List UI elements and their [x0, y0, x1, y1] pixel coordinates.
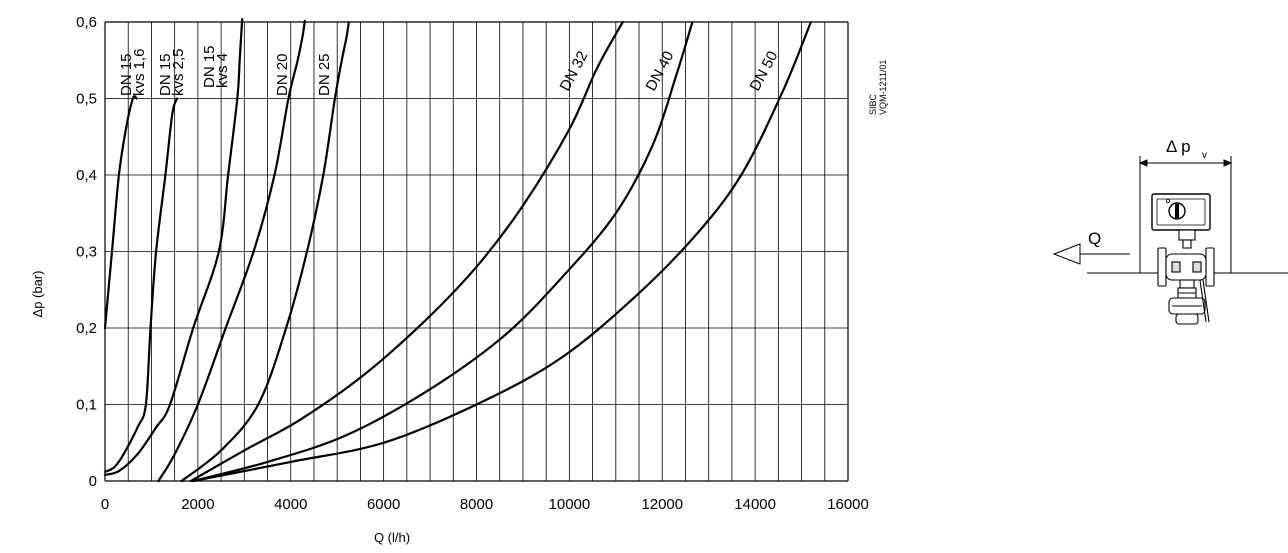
x-tick-label: 8000: [460, 496, 493, 513]
grid-major-lines: [104, 21, 849, 482]
curve-label-name: DN 20: [274, 53, 291, 96]
curve-label-name: DN 15: [157, 53, 174, 96]
series-line-3: [157, 19, 306, 483]
curve-label-name: DN 32: [557, 48, 592, 94]
x-tick-label: 4000: [274, 496, 307, 513]
x-tick-label: 6000: [367, 496, 400, 513]
curve-label-name: DN 15: [118, 53, 135, 96]
curve-label-sub: kvs 2,5: [170, 48, 187, 96]
curve-label-name: DN 50: [747, 48, 782, 94]
curve-label-group: DN 20: [274, 53, 291, 96]
curve-label-name: DN 25: [316, 53, 333, 96]
y-tick-label: 0,1: [76, 397, 97, 414]
series-line-0: [103, 95, 138, 330]
y-axis-label: Δp (bar): [30, 271, 45, 318]
series-line-4: [180, 20, 350, 483]
y-tick-label: 0,2: [76, 320, 97, 337]
valve-body-icon: [1157, 229, 1215, 325]
flow-label: Q: [1088, 229, 1101, 248]
flow-arrow-icon: [1052, 243, 1130, 265]
y-tick-label: 0,3: [76, 244, 97, 261]
x-tick-label: 16000: [827, 496, 869, 513]
x-tick-label: 12000: [641, 496, 683, 513]
series-line-6: [192, 20, 694, 483]
series-line-1: [103, 97, 179, 473]
curve-label-group: DN 25: [316, 53, 333, 96]
y-tick-label: 0: [89, 473, 97, 490]
x-tick-label: 14000: [734, 496, 776, 513]
tick-labels: 0 2000 4000 6000 8000 10000 12000 14000 16000 0 0,…: [76, 14, 869, 513]
side-code-line-1: SIBC: [868, 93, 878, 115]
dp-dimension: [1138, 156, 1233, 273]
x-tick-label: 2000: [181, 496, 214, 513]
series-line-5: [189, 20, 624, 483]
x-axis-label: Q (l/h): [374, 530, 410, 545]
dp-subscript: v: [1202, 150, 1207, 161]
y-tick-label: 0,4: [76, 167, 97, 184]
dp-label: Δ p: [1166, 137, 1191, 156]
curve-label-name: DN 15: [201, 45, 218, 88]
actuator-icon: [1151, 193, 1211, 231]
chart-curves: [103, 18, 812, 483]
x-tick-label: 10000: [549, 496, 591, 513]
curve-label-sub: kvs 4: [214, 53, 231, 88]
series-line-2: [103, 18, 244, 476]
y-tick-label: 0,6: [76, 14, 97, 31]
y-tick-label: 0,5: [76, 91, 97, 108]
x-tick-label: 0: [101, 496, 109, 513]
curve-label-sub: kvs 1,6: [131, 48, 148, 96]
valve-diagram: Δ p v Q: [1052, 137, 1288, 325]
side-code-line-2: VQM-1211/01: [878, 60, 888, 115]
curve-label-group: DN 50: [747, 48, 782, 94]
series-line-7: [192, 20, 812, 483]
curve-label-group: DN 32: [557, 48, 592, 94]
side-code: SIBC VQM-1211/01: [868, 60, 888, 115]
